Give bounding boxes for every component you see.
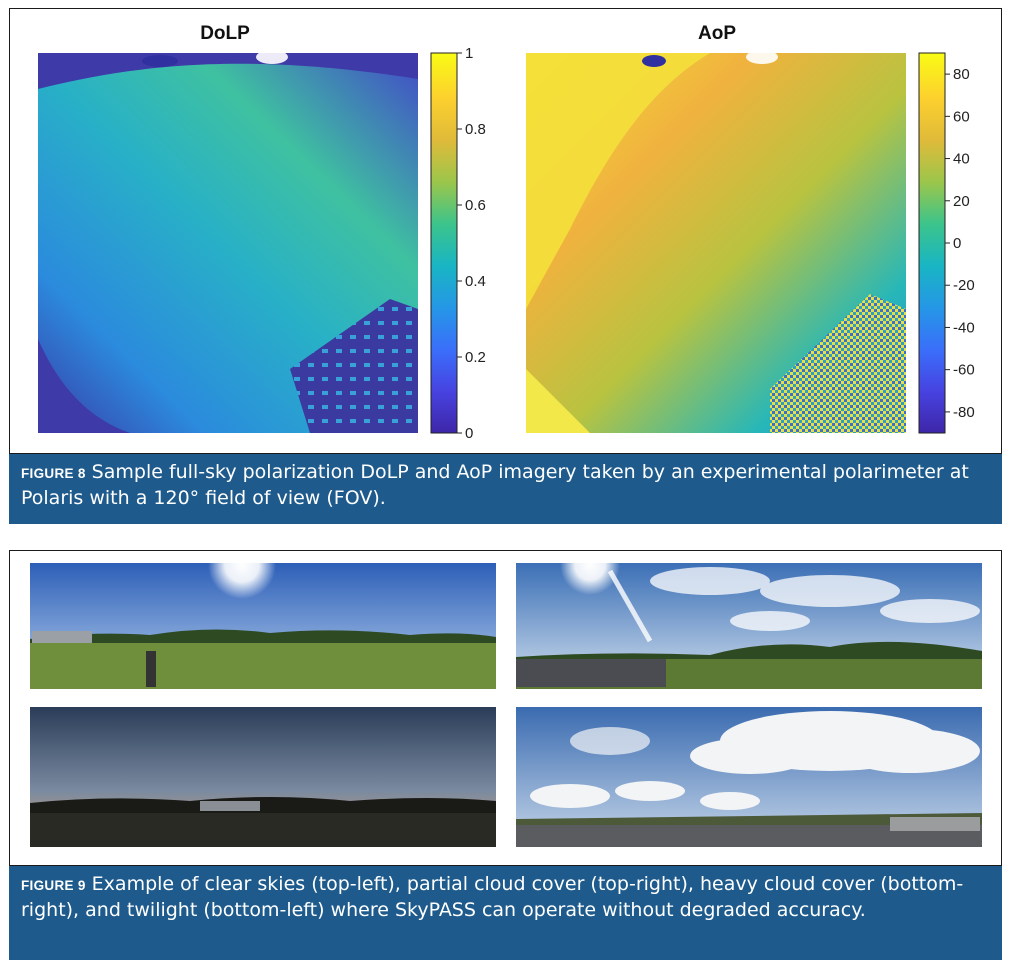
- aop-title: AoP: [698, 23, 736, 44]
- colorbar-tick-label: -20: [953, 277, 975, 294]
- figure-9-caption-text: Example of clear skies (top-left), parti…: [21, 873, 964, 921]
- figure-9-panel: [9, 550, 1002, 866]
- colorbar-tick-label: 20: [953, 193, 970, 210]
- colorbar-tick-label: 0.8: [465, 121, 486, 138]
- colorbar-tick-label: -60: [953, 362, 975, 379]
- dolp-colorbar-ticks: 1 0.8 0.6 0.4 0.2 0: [457, 45, 486, 442]
- photo-twilight: [30, 707, 496, 847]
- colorbar-tick-label: -40: [953, 319, 975, 336]
- figure-8-caption: FIGURE 8 Sample full-sky polarization DoL…: [9, 454, 1002, 524]
- dolp-image: [38, 50, 418, 433]
- polarization-plots: 1 0.8 0.6 0.4 0.2 0 80 60 40 20 0 -20 -40 -60 -80: [38, 45, 975, 442]
- figure-9-caption: FIGURE 9 Example of clear skies (top-left…: [9, 866, 1002, 960]
- colorbar-tick-label: 0.4: [465, 273, 486, 290]
- photo-heavy-cloud: [516, 707, 982, 847]
- colorbar-tick-label: 0: [465, 425, 473, 442]
- colorbar-tick-label: 0.2: [465, 349, 486, 366]
- figure-8-panel: DoLP AoP: [9, 8, 1002, 454]
- photo-clear-skies: [30, 551, 496, 689]
- figure-8-caption-text: Sample full-sky polarization DoLP and Ao…: [21, 461, 969, 509]
- aop-image: [526, 50, 906, 433]
- figure-8-label: FIGURE 8: [21, 466, 86, 481]
- colorbar-tick-label: 1: [465, 45, 473, 62]
- colorbar-tick-label: 0.6: [465, 197, 486, 214]
- colorbar-tick-label: 40: [953, 151, 970, 168]
- photo-partial-cloud: [516, 551, 982, 689]
- figure-9-label: FIGURE 9: [21, 878, 86, 893]
- aop-colorbar: [918, 52, 946, 434]
- dolp-title: DoLP: [200, 23, 250, 44]
- colorbar-tick-label: 80: [953, 66, 970, 83]
- dolp-colorbar: [430, 52, 458, 434]
- colorbar-tick-label: 60: [953, 108, 970, 125]
- aop-colorbar-ticks: 80 60 40 20 0 -20 -40 -60 -80: [945, 66, 975, 421]
- colorbar-tick-label: -80: [953, 404, 975, 421]
- colorbar-tick-label: 0: [953, 235, 961, 252]
- sky-photos: [30, 551, 982, 847]
